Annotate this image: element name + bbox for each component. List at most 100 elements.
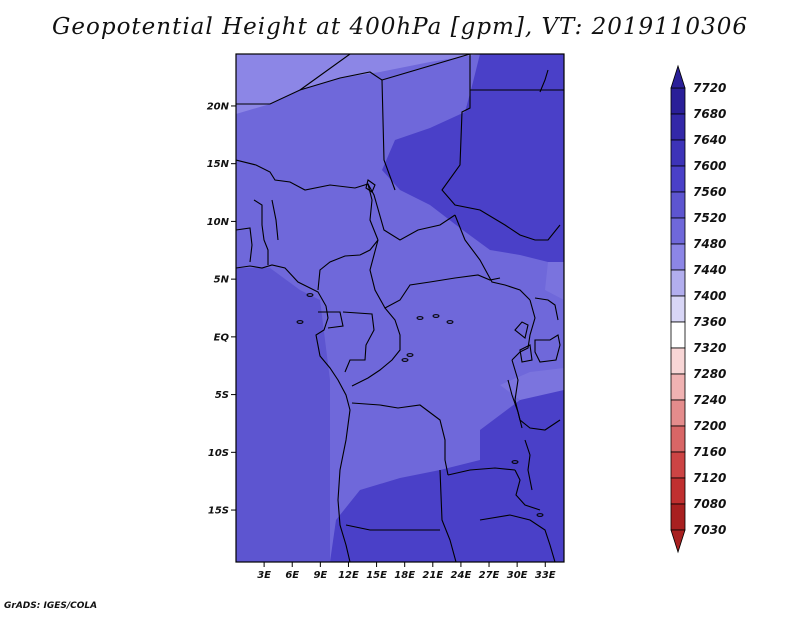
west-african-coastline [236,264,351,562]
lon-tick-label: 3E [257,570,271,581]
lake-tanganyika [507,379,523,429]
field-band-7520 [236,54,480,114]
map-boundaries [236,54,564,562]
lon-tick-label: 15E [366,570,387,581]
colorbar-label: 7440 [693,263,726,277]
field-band-7640-northeast [382,54,564,262]
colorbar-label: 7360 [693,315,726,329]
small-lake [416,316,424,320]
colorbar-segment [670,139,686,167]
small-lake [401,358,409,362]
colorbar-label: 7160 [693,445,726,459]
colorbar-segment [670,87,686,115]
border-togo [236,227,253,263]
border-congo [351,307,401,387]
lon-tick-label: 12E [338,570,359,581]
border-cameroon-n [317,239,379,291]
lat-tick-label: 10N [207,217,230,228]
colorbar-label: 7520 [693,211,726,225]
lat-tick-label: EQ [214,332,230,343]
colorbar-segment [670,113,686,141]
grads-credit: GrADS: IGES/COLA [4,601,98,611]
colorbar-label: 7680 [693,107,726,121]
colorbar-segment [670,191,686,219]
border-eq-guinea [318,311,344,329]
latitude-axis: 20N 15N 10N 5N EQ 5S 10S 15S [207,101,236,517]
longitude-axis: 3E 6E 9E 12E 15E 18E 21E 24E 27E 30E 33E [257,562,556,581]
colorbar-label: 7600 [693,159,726,173]
colorbar-segment [670,477,686,505]
colorbar-label: 7120 [693,471,726,485]
colorbar-min-arrow [670,529,686,554]
border-car-south [369,239,501,309]
lon-tick-label: 9E [313,570,327,581]
lat-tick-label: 20N [207,101,230,112]
lat-tick-label: 5N [214,275,230,286]
colorbar-max-arrow [670,64,686,89]
small-lake [511,460,519,464]
lake-malawi [524,439,533,491]
colorbar-segment [670,165,686,193]
colorbar-segment [670,425,686,453]
plot-frame [235,53,565,563]
colorbar-segment [670,295,686,323]
colorbar-label: 7240 [693,393,726,407]
field-lobe-east [545,262,564,300]
colorbar: 7720 7680 7640 7600 7560 7520 7480 7440 7400 7360… [670,64,726,554]
map-title: Geopotential Height at 400hPa [gpm], VT:… [52,14,748,40]
border-gabon [342,311,375,373]
colorbar-segment [670,373,686,401]
lat-tick-label: 5S [215,390,229,401]
lon-tick-label: 6E [285,570,299,581]
colorbar-label: 7080 [693,497,726,511]
colorbar-segment [670,503,686,531]
lat-tick-label: 15N [207,159,230,170]
lake-albert [514,321,529,339]
border-zim [479,514,556,562]
small-lake [306,293,314,297]
colorbar-label: 7200 [693,419,726,433]
colorbar-label: 7400 [693,289,726,303]
lake-kivu [519,344,533,363]
border-sahara-2 [299,54,351,91]
field-band-7600-west [236,268,330,562]
border-nigeria-niger [236,159,379,241]
lon-tick-label: 33E [535,570,556,581]
colorbar-segment [670,399,686,427]
small-lake [536,513,544,517]
lon-tick-label: 30E [507,570,528,581]
colorbar-label: 7640 [693,133,726,147]
gulf-suez [539,69,549,93]
colorbar-segment [670,451,686,479]
colorbar-label: 7560 [693,185,726,199]
small-lake [296,320,304,324]
colorbar-segment [670,217,686,245]
lake-victoria [534,334,561,363]
lon-tick-label: 18E [394,570,415,581]
colorbar-label: 7030 [693,523,726,537]
lat-tick-label: 15S [208,506,229,517]
border-niger-chad [381,79,396,191]
border-benin [253,199,269,265]
colorbar-label: 7320 [693,341,726,355]
lon-tick-label: 27E [479,570,500,581]
lake-chad [365,179,376,193]
border-angola-zambia [439,469,457,562]
colorbar-segment [670,321,686,349]
border-namibia [345,524,440,531]
border-car-sudan [454,214,531,301]
colorbar-segment [670,347,686,375]
border-nigeria-w [271,199,279,241]
border-zambia-n [447,467,516,476]
border-angola-drc [351,402,449,476]
colorbar-label: 7720 [693,81,726,95]
colorbar-segment [670,243,686,271]
colorbar-segment [670,269,686,297]
border-malawi [514,469,541,511]
lon-tick-label: 21E [422,570,443,581]
lon-tick-label: 24E [451,570,472,581]
small-lake [446,320,454,324]
border-kenya [534,297,559,321]
colorbar-label: 7480 [693,237,726,251]
